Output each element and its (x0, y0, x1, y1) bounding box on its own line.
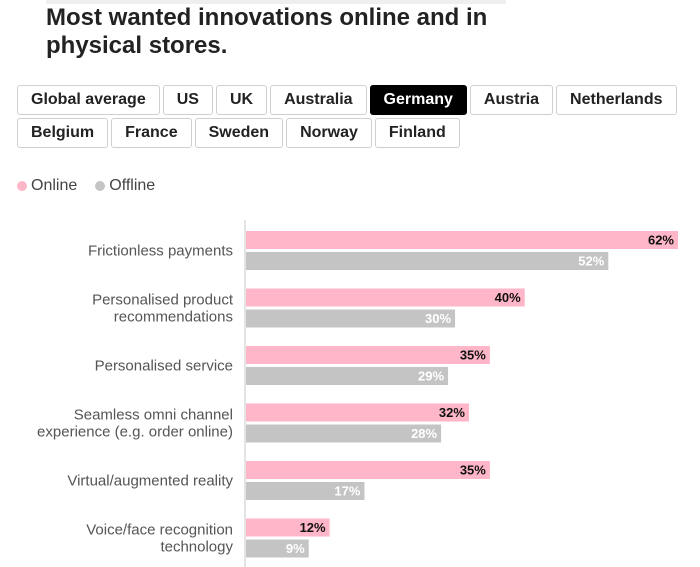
legend-label-online: Online (31, 177, 78, 194)
value-label-online: 40% (495, 290, 521, 305)
category-label-line: technology (160, 539, 233, 556)
category-label: Seamless omni channel experience (e.g. or… (37, 407, 233, 441)
tab-belgium[interactable]: Belgium (17, 118, 109, 148)
tab-germany[interactable]: Germany (369, 85, 467, 115)
bar-offline (246, 367, 449, 385)
category-label-line: Personalised service (95, 358, 233, 375)
category-label-line: Voice/face recognition (86, 522, 233, 539)
category-label-line: recommendations (114, 309, 233, 326)
legend-label-offline: Offline (109, 177, 156, 194)
bar-offline (246, 482, 365, 500)
tab-finland[interactable]: Finland (374, 118, 460, 148)
value-label-online: 35% (460, 348, 486, 363)
bar-online (246, 461, 490, 479)
tab-norway[interactable]: Norway (286, 118, 372, 148)
bar-online (246, 403, 469, 422)
value-label-online: 35% (460, 463, 486, 478)
tab-sweden[interactable]: Sweden (194, 118, 284, 148)
category-label-line: Virtual/augmented reality (67, 473, 233, 490)
category-label: Personalised service (95, 358, 233, 375)
value-label-online: 32% (439, 405, 465, 420)
legend-swatch-online (17, 181, 27, 191)
tab-global-average[interactable]: Global average (17, 85, 160, 115)
legend-item-offline: Offline (95, 177, 155, 195)
value-label-offline: 30% (425, 311, 451, 326)
tab-row-2: Belgium France Sweden Norway Finland (17, 118, 677, 148)
category-label-line: experience (e.g. order online) (37, 424, 233, 441)
country-tabs: Global average US UK Australia Germany Austri… (17, 85, 677, 151)
value-label-offline: 28% (411, 426, 437, 441)
category-label: Personalised product recommendations (92, 292, 234, 326)
header-strip (46, 0, 506, 4)
bar-online (246, 288, 525, 307)
category-label: Frictionless payments (88, 243, 233, 260)
bar-offline (246, 309, 456, 328)
legend-item-online: Online (17, 177, 77, 195)
legend: Online Offline (17, 177, 155, 195)
bar-offline (246, 424, 442, 443)
bar-offline (246, 252, 609, 270)
tab-france[interactable]: France (111, 118, 192, 148)
value-label-online: 62% (648, 233, 674, 248)
category-label-line: Personalised product (92, 292, 234, 309)
bar-offline (246, 539, 309, 558)
category-label-line: Frictionless payments (88, 243, 233, 260)
value-label-offline: 29% (418, 369, 444, 384)
value-label-offline: 52% (578, 254, 604, 269)
category-label-line: Seamless omni channel (74, 407, 233, 424)
value-label-online: 12% (300, 520, 326, 535)
tab-row-1: Global average US UK Australia Germany Austri… (17, 85, 677, 115)
category-label: Virtual/augmented reality (67, 473, 233, 490)
tab-uk[interactable]: UK (215, 85, 268, 115)
page-title: Most wanted innovations online and in ph… (46, 4, 488, 59)
category-label: Voice/face recognition technology (86, 522, 233, 556)
tab-us[interactable]: US (162, 85, 213, 115)
bar-online (246, 231, 678, 249)
tab-austria[interactable]: Austria (469, 85, 554, 115)
tab-netherlands[interactable]: Netherlands (556, 85, 677, 115)
bar-online (246, 346, 490, 364)
value-label-offline: 9% (286, 541, 305, 556)
tab-australia[interactable]: Australia (270, 85, 367, 115)
bar-online (246, 518, 330, 537)
value-label-offline: 17% (334, 484, 360, 499)
legend-swatch-offline (95, 181, 106, 191)
